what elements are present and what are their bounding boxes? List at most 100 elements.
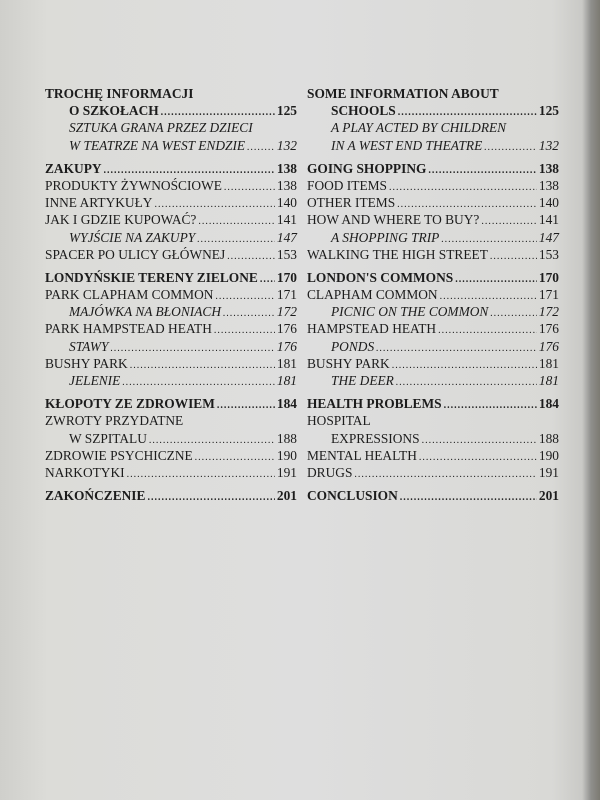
toc-entry-page: 141 [538,212,559,228]
toc-entry: PONDS 176 [307,339,559,356]
toc-entry: CLAPHAM COMMON 171 [307,287,559,304]
toc-entry-title: SOME INFORMATION ABOUT [307,86,499,101]
toc-entry-title: BUSHY PARK [307,355,390,371]
dot-leader [441,234,537,245]
dot-leader [444,400,537,411]
toc-entry-page: 176 [276,338,297,354]
toc-entry-page: 176 [538,338,559,354]
toc-entry: LONDON'S COMMONS 170 [307,270,559,287]
toc-entry-page: 147 [538,229,559,245]
toc-entry-title: TROCHĘ INFORMACJI [45,86,194,101]
toc-entry-title: SZTUKA GRANA PRZEZ DZIECI [69,120,253,136]
toc-entry: SOME INFORMATION ABOUT [307,86,559,103]
toc-entry-page: 138 [276,177,297,193]
toc-entry-title: KŁOPOTY ZE ZDROWIEM [45,396,215,412]
toc-entry: STAWY 176 [45,339,297,356]
toc-entry-page: 147 [276,229,297,245]
toc-entry-title: JELENIE [69,373,121,388]
toc-entry-title: FOOD ITEMS [307,177,387,193]
dot-leader [389,182,537,193]
dot-leader [130,360,275,371]
toc-entry-page: 181 [538,373,559,388]
dot-leader [227,251,275,262]
toc-entry-title: ZAKUPY [45,160,102,176]
toc-entry-page: 190 [276,447,297,463]
dot-leader [490,308,537,319]
toc-entry-title: ZWROTY PRZYDATNE [45,413,184,429]
dot-leader [354,469,537,480]
toc-entry: OTHER ITEMS 140 [307,195,559,212]
dot-leader [400,492,537,503]
toc-entry-page: 190 [538,447,559,463]
toc-entry-title: SCHOOLS [331,103,396,119]
toc-entry-title: PICNIC ON THE COMMON [331,304,489,320]
toc-entry: WALKING THE HIGH STREET 153 [307,247,559,264]
toc-entry-page: 188 [276,430,297,446]
toc-entry-title: WYJŚCIE NA ZAKUPY [69,229,196,245]
toc-entry-title: PARK HAMPSTEAD HEATH [45,321,212,337]
toc-entry-page: 140 [276,195,297,211]
dot-leader [122,377,275,388]
toc-entry: IN A WEST END THEATRE 132 [307,138,559,155]
toc-entry-title: NARKOTYKI [45,464,125,480]
toc-entry-page: 140 [538,195,559,211]
dot-leader [396,377,537,388]
dot-leader [398,107,537,118]
toc-entry: A SHOPPING TRIP 147 [307,230,559,247]
dot-leader [484,142,537,153]
toc-entry: INNE ARTYKUŁY 140 [45,195,297,212]
dot-leader [419,452,537,463]
dot-leader [161,107,275,118]
toc-entry: PARK CLAPHAM COMMON 171 [45,287,297,304]
dot-leader [247,142,275,153]
toc-entry: JAK I GDZIE KUPOWAĆ? 141 [45,212,297,229]
toc-entry-page: 138 [276,160,297,176]
dot-leader [224,182,275,193]
toc-entry-page: 170 [276,269,297,285]
toc-entry-title: ZAKOŃCZENIE [45,488,146,504]
toc-entry-page: 172 [538,304,559,320]
toc-entry-title: DRUGS [307,464,353,480]
toc-entry: GOING SHOPPING 138 [307,161,559,178]
toc-entry-title: LONDYŃSKIE TERENY ZIELONE [45,269,258,285]
toc-entry-title: HEALTH PROBLEMS [307,396,442,412]
dot-leader [223,308,275,319]
dot-leader [490,251,537,262]
dot-leader [149,435,275,446]
toc-entry-title: STAWY [69,338,109,354]
toc-entry: KŁOPOTY ZE ZDROWIEM 184 [45,396,297,413]
toc-entry: EXPRESSIONS 188 [307,431,559,448]
toc-entry-page: 153 [538,246,559,262]
toc-entry: A PLAY ACTED BY CHILDREN [307,120,559,137]
toc-entry-title: INNE ARTYKUŁY [45,195,153,211]
toc-english-column: SOME INFORMATION ABOUT SCHOOLS 125 A PLAY A… [307,86,559,505]
toc-entry-page: 201 [276,488,297,504]
dot-leader [195,452,275,463]
toc-entry-title: LONDON'S COMMONS [307,269,454,285]
toc-entry: HOSPITAL [307,413,559,430]
toc-entry: ZWROTY PRZYDATNE [45,413,297,430]
toc-entry-title: PARK CLAPHAM COMMON [45,287,214,303]
toc-entry-page: 184 [538,396,559,412]
toc-entry: SZTUKA GRANA PRZEZ DZIECI [45,120,297,137]
toc-entry-page: 191 [276,464,297,480]
toc-entry: ZDROWIE PSYCHICZNE 190 [45,448,297,465]
toc-entry: ZAKOŃCZENIE 201 [45,488,297,505]
toc-entry-title: HOSPITAL [307,413,371,429]
toc-entry: W SZPITALU 188 [45,431,297,448]
toc-entry-page: 125 [276,103,297,119]
toc-entry-title: A SHOPPING TRIP [331,229,440,245]
toc-entry-page: 141 [276,212,297,228]
toc-entry: DRUGS 191 [307,465,559,482]
toc-entry-page: 176 [276,321,297,337]
dot-leader [127,469,275,480]
toc-entry: WYJŚCIE NA ZAKUPY 147 [45,230,297,247]
toc-entry-page: 188 [538,430,559,446]
toc-polish-column: TROCHĘ INFORMACJI O SZKOŁACH 125 SZTUKA GRA… [45,86,297,505]
toc-entry: O SZKOŁACH 125 [45,103,297,120]
dot-leader [392,360,537,371]
toc-entry-title: ZDROWIE PSYCHICZNE [45,447,193,463]
toc-entry-title: O SZKOŁACH [69,103,159,119]
toc-entry: PICNIC ON THE COMMON 172 [307,304,559,321]
toc-entry-title: PONDS [331,338,375,354]
